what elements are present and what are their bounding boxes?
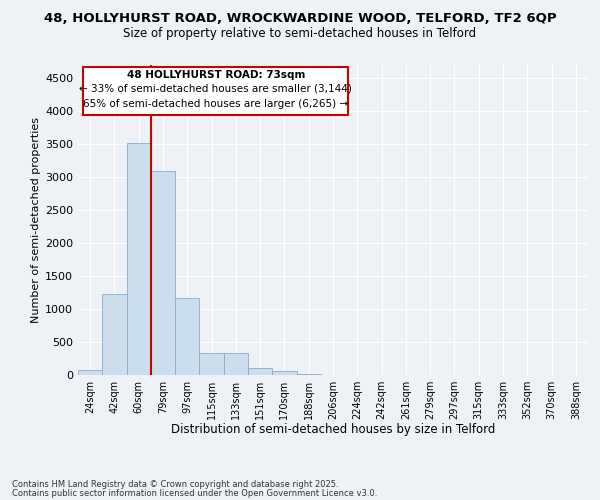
Bar (272, 372, 296, 375)
Bar (175, 298, 199, 375)
Bar (127, 143, 151, 375)
Bar (151, 170, 175, 375)
Y-axis label: Number of semi-detached properties: Number of semi-detached properties (31, 117, 41, 323)
Text: Size of property relative to semi-detached houses in Telford: Size of property relative to semi-detach… (124, 28, 476, 40)
X-axis label: Distribution of semi-detached houses by size in Telford: Distribution of semi-detached houses by … (171, 424, 495, 436)
Text: Contains public sector information licensed under the Open Government Licence v3: Contains public sector information licen… (12, 488, 377, 498)
FancyBboxPatch shape (83, 66, 348, 114)
Bar (199, 353, 224, 375)
Text: 65% of semi-detached houses are larger (6,265) →: 65% of semi-detached houses are larger (… (83, 99, 348, 109)
Bar (102, 294, 127, 375)
Bar (248, 368, 272, 375)
Text: ← 33% of semi-detached houses are smaller (3,144): ← 33% of semi-detached houses are smalle… (79, 84, 352, 94)
Text: 48 HOLLYHURST ROAD: 73sqm: 48 HOLLYHURST ROAD: 73sqm (127, 70, 305, 80)
Text: 48, HOLLYHURST ROAD, WROCKWARDINE WOOD, TELFORD, TF2 6QP: 48, HOLLYHURST ROAD, WROCKWARDINE WOOD, … (44, 12, 556, 26)
Bar (296, 374, 321, 375)
Bar (78, 370, 102, 375)
Text: Contains HM Land Registry data © Crown copyright and database right 2025.: Contains HM Land Registry data © Crown c… (12, 480, 338, 489)
Bar (224, 353, 248, 375)
